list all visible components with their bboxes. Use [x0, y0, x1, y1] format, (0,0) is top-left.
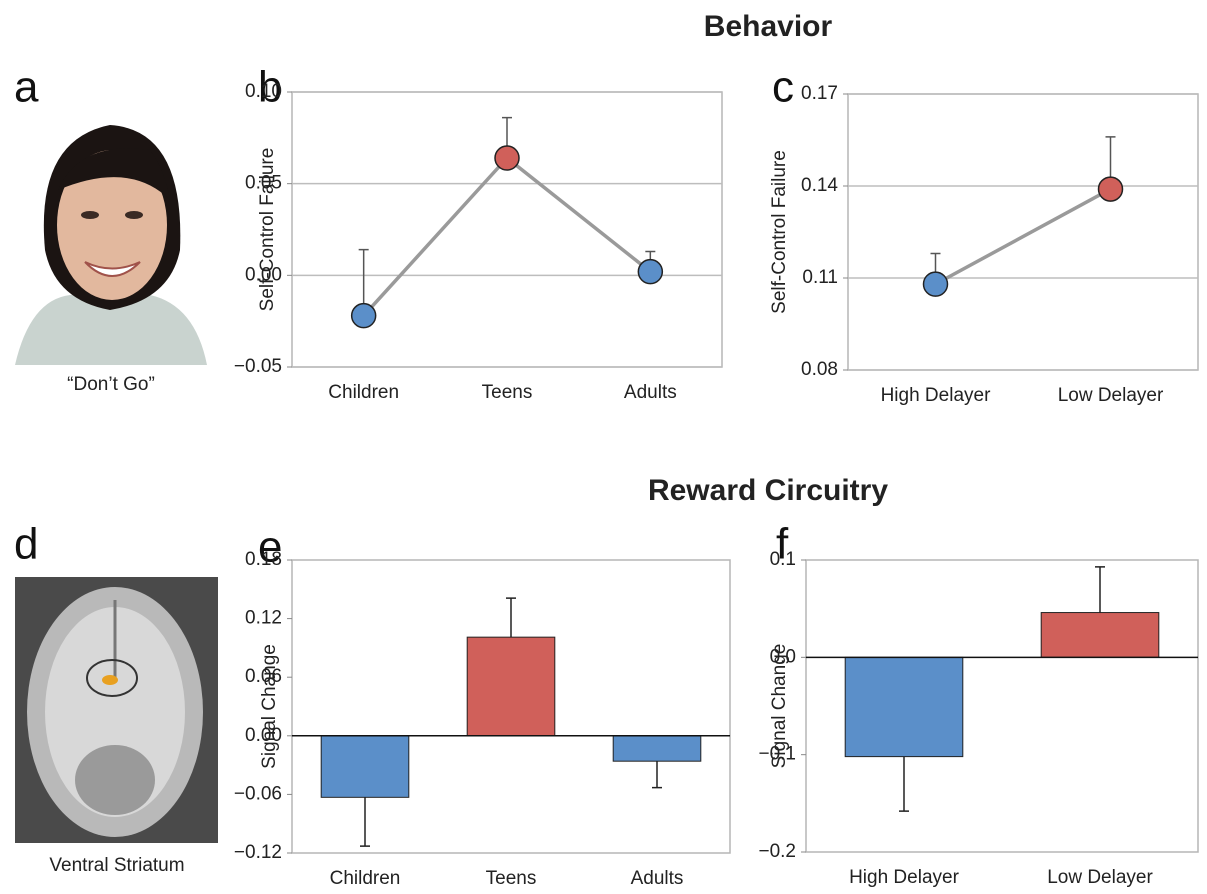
- heading: Reward Circuitry: [648, 474, 888, 507]
- x-tick-label: High Delayer: [881, 385, 991, 406]
- x-tick-label: Children: [328, 382, 399, 403]
- y-axis-label: Self-Control Failure: [769, 150, 790, 314]
- y-tick-label: 0.1: [770, 549, 796, 570]
- bar: [467, 637, 555, 736]
- bar: [613, 736, 701, 761]
- error-bar: [360, 797, 370, 846]
- x-tick-label: Low Delayer: [1058, 385, 1164, 406]
- y-tick-label: −0.05: [234, 356, 282, 377]
- y-tick-label: 0.08: [801, 359, 838, 380]
- heading: Behavior: [704, 10, 833, 43]
- y-tick-label: 0.18: [245, 549, 282, 570]
- x-tick-label: Adults: [624, 382, 677, 403]
- error-bar: [1095, 567, 1105, 613]
- y-tick-label: 0.00: [245, 725, 282, 746]
- bar: [321, 736, 409, 798]
- panel-letter: d: [14, 520, 38, 569]
- bar: [845, 657, 963, 756]
- point: [638, 260, 662, 284]
- y-tick-label: −0.1: [758, 744, 796, 765]
- x-tick-label: High Delayer: [849, 867, 959, 888]
- point: [352, 304, 376, 328]
- figure: Behavior Reward Circuitry a “Don’t Go” d…: [0, 0, 1207, 889]
- y-axis-label: Signal Change: [259, 644, 280, 769]
- y-tick-label: 0.10: [245, 81, 282, 102]
- y-tick-label: −0.2: [758, 841, 796, 862]
- line: [936, 189, 1111, 284]
- point: [495, 146, 519, 170]
- panel-letter: c: [772, 63, 794, 112]
- bar: [1041, 613, 1159, 658]
- y-tick-label: 0.11: [802, 267, 838, 288]
- y-tick-label: 0.12: [245, 608, 282, 629]
- y-tick-label: 0.0: [770, 646, 796, 667]
- point: [924, 272, 948, 296]
- y-tick-label: 0.14: [801, 175, 838, 196]
- error-bar: [899, 757, 909, 812]
- plot-frame: [848, 94, 1198, 370]
- y-tick-label: 0.17: [801, 83, 838, 104]
- error-bar: [652, 761, 662, 787]
- image-caption: Ventral Striatum: [49, 855, 184, 876]
- brain-image: [15, 577, 218, 843]
- y-tick-label: 0.00: [245, 264, 282, 285]
- x-tick-label: Adults: [631, 868, 684, 889]
- line: [364, 158, 651, 316]
- panel-letter: a: [14, 63, 39, 112]
- image-caption: “Don’t Go”: [67, 374, 155, 395]
- point: [1099, 177, 1123, 201]
- y-tick-label: −0.12: [234, 842, 282, 863]
- x-tick-label: Teens: [486, 868, 537, 889]
- y-tick-label: 0.05: [245, 173, 282, 194]
- x-tick-label: Low Delayer: [1047, 867, 1153, 888]
- face-image: [15, 118, 207, 365]
- x-tick-label: Teens: [482, 382, 533, 403]
- error-bar: [506, 598, 516, 637]
- y-tick-label: −0.06: [234, 783, 282, 804]
- y-tick-label: 0.06: [245, 666, 282, 687]
- x-tick-label: Children: [330, 868, 401, 889]
